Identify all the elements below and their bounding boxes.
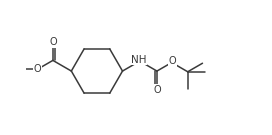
Text: O: O bbox=[49, 37, 57, 47]
Text: O: O bbox=[169, 56, 176, 66]
Text: O: O bbox=[33, 64, 41, 74]
Text: O: O bbox=[153, 85, 161, 94]
Text: NH: NH bbox=[131, 55, 147, 65]
